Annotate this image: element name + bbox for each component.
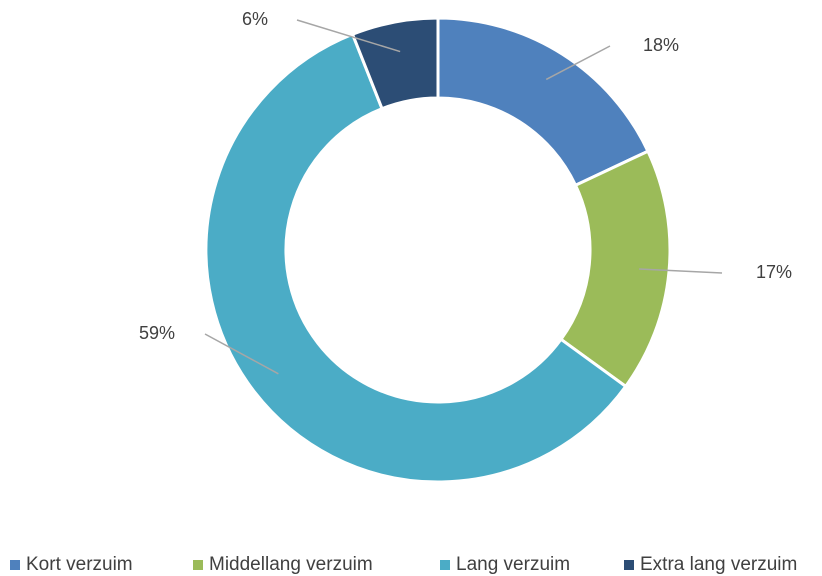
data-label: 6% [242, 9, 268, 29]
legend-label: Lang verzuim [456, 554, 570, 575]
legend-label: Middellang verzuim [209, 554, 373, 575]
data-label: 18% [643, 35, 679, 55]
data-label: 59% [139, 323, 175, 343]
legend-label: Kort verzuim [26, 554, 133, 575]
legend-swatch [10, 560, 20, 570]
leader-line [639, 268, 723, 274]
legend-swatch [193, 560, 203, 570]
donut-segment [204, 32, 628, 484]
donut-segment [436, 16, 650, 188]
leader-line [296, 19, 401, 53]
legend-label: Extra lang verzuim [640, 554, 797, 575]
donut-segment [350, 16, 440, 111]
data-label: 17% [756, 262, 792, 282]
legend-swatch [440, 560, 450, 570]
leader-line [545, 45, 611, 81]
legend-swatch [624, 560, 634, 570]
leader-line [204, 333, 279, 375]
